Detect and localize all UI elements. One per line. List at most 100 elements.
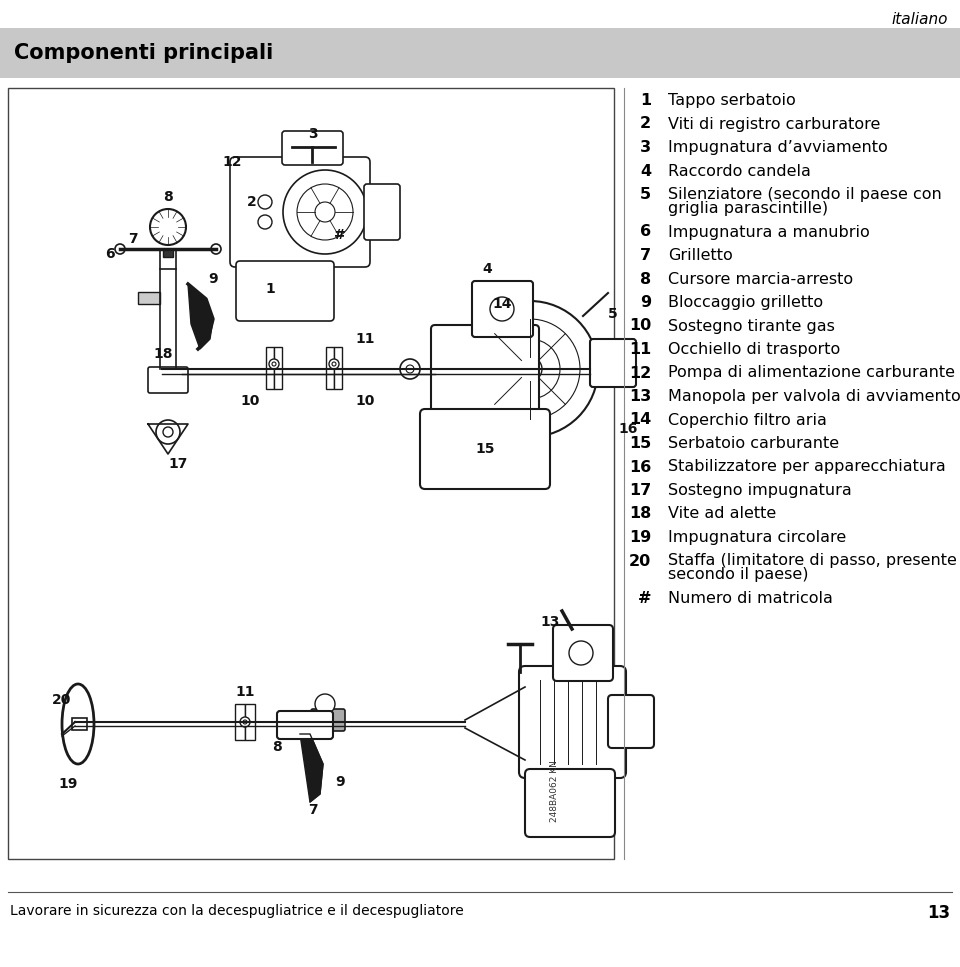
Text: 2: 2 <box>247 195 257 209</box>
Text: Tappo serbatoio: Tappo serbatoio <box>668 93 796 108</box>
Circle shape <box>462 301 598 437</box>
FancyBboxPatch shape <box>431 325 539 413</box>
Text: 1: 1 <box>640 93 651 108</box>
Bar <box>8 88 614 859</box>
Circle shape <box>272 362 276 366</box>
Text: Staffa (limitatore di passo, presente: Staffa (limitatore di passo, presente <box>668 553 957 569</box>
Circle shape <box>518 357 542 381</box>
Text: Cursore marcia-arresto: Cursore marcia-arresto <box>668 272 853 286</box>
Text: Raccordo candela: Raccordo candela <box>668 163 811 179</box>
Circle shape <box>211 244 221 254</box>
Bar <box>235 704 245 740</box>
FancyBboxPatch shape <box>590 339 636 387</box>
Text: 4: 4 <box>482 262 492 276</box>
Text: italiano: italiano <box>892 12 948 27</box>
Circle shape <box>500 339 560 399</box>
Bar <box>334 347 342 389</box>
Text: Coperchio filtro aria: Coperchio filtro aria <box>668 413 827 427</box>
Circle shape <box>406 365 414 373</box>
Text: Componenti principali: Componenti principali <box>14 43 274 63</box>
FancyBboxPatch shape <box>472 281 533 337</box>
Text: 7: 7 <box>640 248 651 263</box>
Polygon shape <box>465 687 525 760</box>
FancyBboxPatch shape <box>420 409 550 489</box>
Circle shape <box>297 184 353 240</box>
FancyBboxPatch shape <box>519 666 626 778</box>
FancyBboxPatch shape <box>230 157 370 267</box>
Text: Grilletto: Grilletto <box>668 248 732 263</box>
Circle shape <box>332 362 336 366</box>
FancyBboxPatch shape <box>277 711 333 739</box>
Text: 11: 11 <box>629 342 651 357</box>
Bar <box>293 718 317 734</box>
Circle shape <box>163 427 173 437</box>
Bar <box>163 249 173 257</box>
FancyBboxPatch shape <box>553 625 613 681</box>
Text: #: # <box>334 228 346 242</box>
Text: Impugnatura d’avviamento: Impugnatura d’avviamento <box>668 140 888 155</box>
Circle shape <box>258 215 272 229</box>
Text: 9: 9 <box>640 295 651 310</box>
FancyBboxPatch shape <box>282 131 343 165</box>
FancyBboxPatch shape <box>236 261 334 321</box>
Bar <box>245 704 255 740</box>
FancyBboxPatch shape <box>364 184 400 240</box>
Text: Impugnatura a manubrio: Impugnatura a manubrio <box>668 224 870 240</box>
Text: 13: 13 <box>629 389 651 404</box>
Circle shape <box>329 359 339 369</box>
Text: 20: 20 <box>629 553 651 569</box>
Bar <box>326 347 334 389</box>
Circle shape <box>243 720 247 724</box>
Text: 6: 6 <box>640 224 651 240</box>
FancyBboxPatch shape <box>608 695 654 748</box>
Text: 18: 18 <box>154 347 173 361</box>
Circle shape <box>269 359 279 369</box>
Text: 1: 1 <box>265 282 275 296</box>
Circle shape <box>315 202 335 222</box>
Text: 15: 15 <box>475 442 494 456</box>
Text: Lavorare in sicurezza con la decespugliatrice e il decespugliatore: Lavorare in sicurezza con la decespuglia… <box>10 904 464 918</box>
Text: Stabilizzatore per apparecchiatura: Stabilizzatore per apparecchiatura <box>668 459 946 475</box>
Text: 11: 11 <box>355 332 374 346</box>
Bar <box>138 292 160 304</box>
Text: 9: 9 <box>335 775 345 789</box>
Text: 11: 11 <box>235 685 254 699</box>
Text: griglia parascintille): griglia parascintille) <box>668 201 828 216</box>
Ellipse shape <box>62 684 94 764</box>
Polygon shape <box>188 284 213 349</box>
Text: 7: 7 <box>308 803 318 817</box>
Circle shape <box>569 641 593 665</box>
Text: 12: 12 <box>223 155 242 169</box>
Text: 18: 18 <box>629 507 651 521</box>
Text: 19: 19 <box>629 530 651 545</box>
Circle shape <box>400 359 420 379</box>
Text: 16: 16 <box>618 422 637 436</box>
Text: 12: 12 <box>629 366 651 380</box>
Text: Pompa di alimentazione carburante: Pompa di alimentazione carburante <box>668 366 955 380</box>
Polygon shape <box>300 734 323 802</box>
FancyBboxPatch shape <box>525 769 615 837</box>
Text: 7: 7 <box>129 232 138 246</box>
Bar <box>274 347 282 389</box>
Bar <box>266 347 274 389</box>
Text: Sostegno impugnatura: Sostegno impugnatura <box>668 483 852 498</box>
Text: 8: 8 <box>640 272 651 286</box>
Circle shape <box>150 209 186 245</box>
Text: 248BA062 KN: 248BA062 KN <box>550 760 559 822</box>
Text: Numero di matricola: Numero di matricola <box>668 591 833 606</box>
Text: 14: 14 <box>629 413 651 427</box>
Text: Viti di registro carburatore: Viti di registro carburatore <box>668 116 880 132</box>
Circle shape <box>115 244 125 254</box>
Text: Sostegno tirante gas: Sostegno tirante gas <box>668 318 835 334</box>
Text: 8: 8 <box>272 740 282 754</box>
Text: 13: 13 <box>540 615 560 629</box>
Circle shape <box>156 420 180 444</box>
Text: 15: 15 <box>629 436 651 451</box>
Text: 14: 14 <box>492 297 512 311</box>
Text: 2: 2 <box>640 116 651 132</box>
Text: 6: 6 <box>106 247 115 261</box>
Bar <box>0 28 960 78</box>
Text: Manopola per valvola di avviamento: Manopola per valvola di avviamento <box>668 389 960 404</box>
Text: 5: 5 <box>640 187 651 202</box>
Text: 8: 8 <box>163 190 173 204</box>
